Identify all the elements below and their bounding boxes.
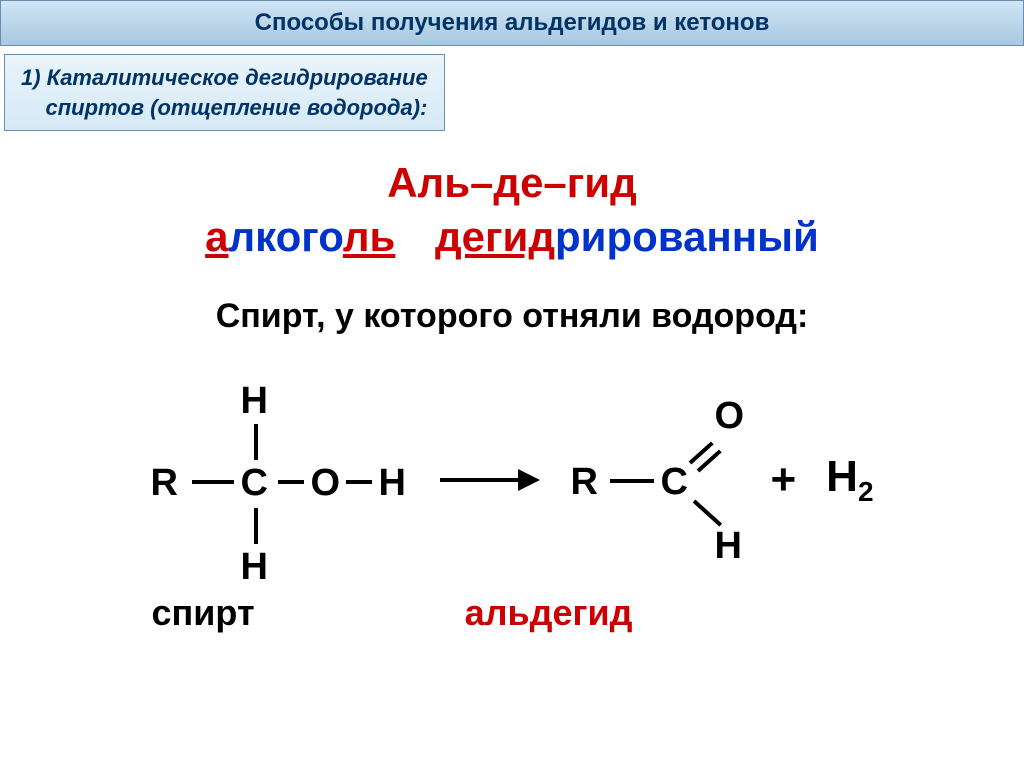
bond xyxy=(192,480,234,484)
hydrogen-molecule: H2 xyxy=(826,452,873,508)
mnemonic-block: Аль–де–гид алкоголь дегидрированный xyxy=(0,159,1024,261)
bond xyxy=(693,500,722,527)
label-alcohol: спирт xyxy=(152,592,255,634)
arrow-shaft xyxy=(440,478,520,482)
atom-h-right: H xyxy=(378,462,405,505)
atom-c: C xyxy=(240,462,267,505)
atom-o: O xyxy=(310,462,340,505)
atom-h-bot: H xyxy=(240,546,267,589)
structure-labels: спирт альдегид xyxy=(0,592,1024,634)
aldehyde-structure: R C O H xyxy=(570,395,740,565)
bond xyxy=(254,508,258,544)
bond xyxy=(346,480,372,484)
mnemonic-word1-mid: лкого xyxy=(228,213,342,260)
subheading: Спирт, у которого отняли водород: xyxy=(0,297,1024,336)
mnemonic-bottom: алкоголь дегидрированный xyxy=(0,213,1024,261)
plus-sign: + xyxy=(770,455,796,505)
title-bar: Способы получения альдегидов и кетонов xyxy=(0,0,1024,46)
h2-h: H xyxy=(826,452,858,501)
alcohol-structure: R C O H H H xyxy=(150,380,410,580)
subtitle-bar: 1) Каталитическое дегидрирование спиртов… xyxy=(4,54,445,131)
subtitle-line2: спиртов (отщепление водорода): xyxy=(45,95,427,120)
h2-sub: 2 xyxy=(858,476,874,507)
mnemonic-word2-rest: рированный xyxy=(555,213,819,260)
subtitle-line1: 1) Каталитическое дегидрирование xyxy=(21,65,428,90)
bond xyxy=(610,479,654,483)
mnemonic-word2-start: дегид xyxy=(435,213,555,260)
atom-r: R xyxy=(150,462,177,505)
bond xyxy=(278,480,304,484)
mnemonic-word1-a: а xyxy=(205,213,228,260)
mnemonic-word1: алкоголь xyxy=(205,213,407,260)
reaction-arrow xyxy=(440,475,540,485)
atom-r: R xyxy=(570,461,597,504)
label-aldehyde: альдегид xyxy=(465,592,633,634)
page-title: Способы получения альдегидов и кетонов xyxy=(255,9,770,36)
atom-h: H xyxy=(714,525,741,568)
reaction-scheme: R C O H H H R C O H + H2 xyxy=(0,380,1024,580)
bond xyxy=(254,424,258,460)
atom-h-top: H xyxy=(240,380,267,423)
mnemonic-word1-end: ль xyxy=(343,213,396,260)
atom-c: C xyxy=(660,461,687,504)
mnemonic-word2: дегидрированный xyxy=(435,213,819,260)
arrow-head-icon xyxy=(518,469,540,491)
atom-o: O xyxy=(714,395,744,438)
mnemonic-top: Аль–де–гид xyxy=(0,159,1024,207)
